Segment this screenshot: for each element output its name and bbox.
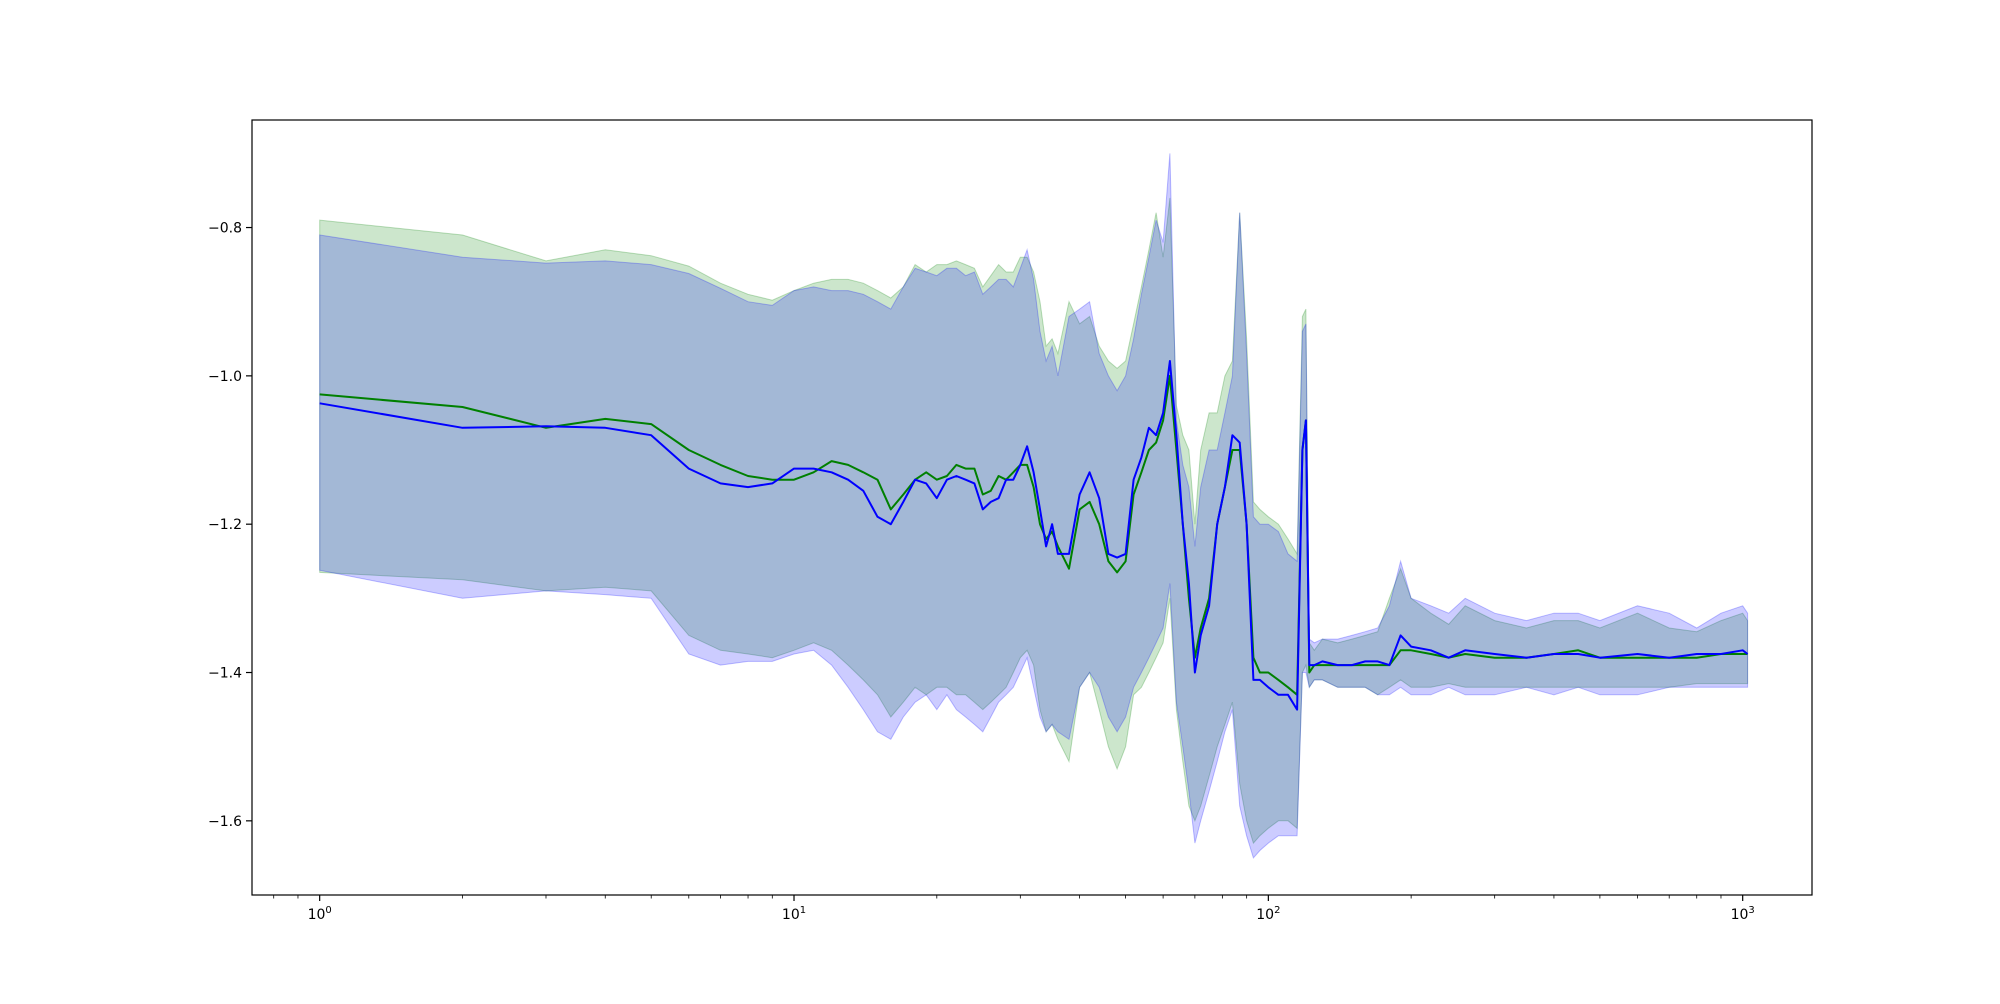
y-tick-label: −1.2 <box>208 517 242 533</box>
confidence-bands <box>319 153 1749 859</box>
series-1-band <box>319 153 1749 859</box>
y-tick-label: −1.6 <box>208 814 242 830</box>
series-0-band <box>319 197 1749 845</box>
series-1-line <box>319 360 1749 711</box>
y-tick-label: −0.8 <box>208 221 242 237</box>
plot-frame <box>251 119 1813 896</box>
series-lines <box>319 360 1749 711</box>
series-0-line <box>319 374 1748 696</box>
y-tick-label: −1.0 <box>208 369 242 385</box>
y-tick-label: −1.4 <box>208 666 242 682</box>
y-axis: −0.8 −1.0 −1.2 −1.4 −1.6 <box>208 221 252 830</box>
